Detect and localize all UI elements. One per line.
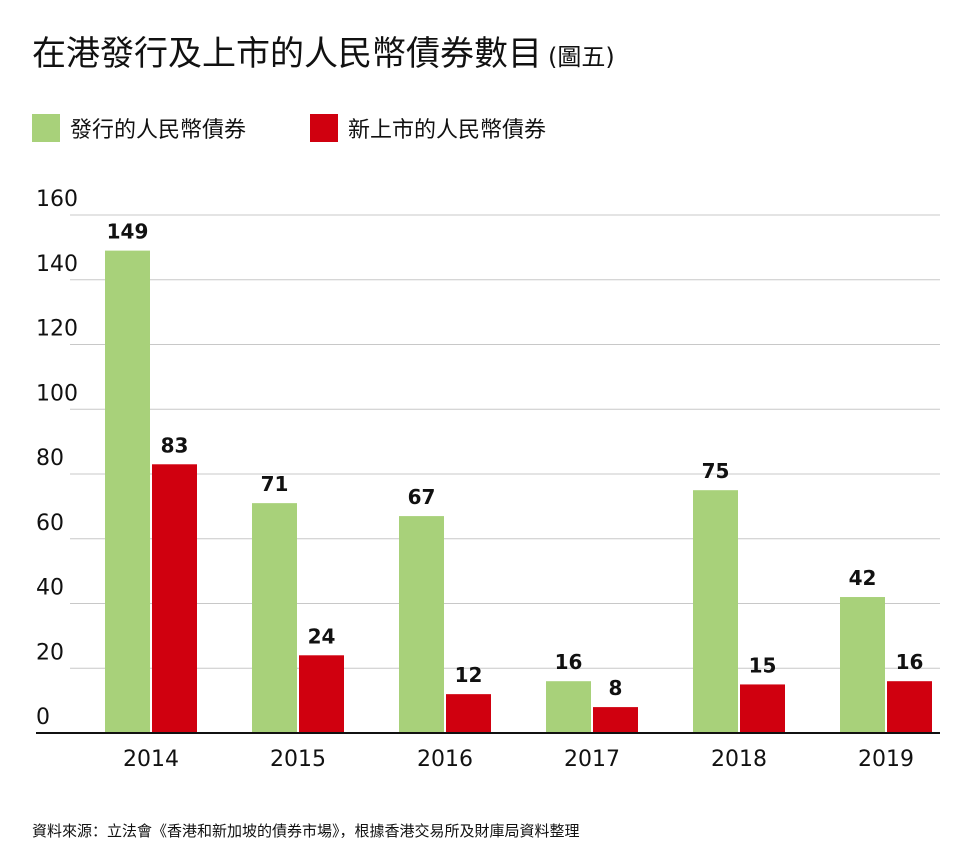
y-tick-label: 20	[36, 640, 64, 665]
data-label: 75	[702, 459, 730, 483]
bar-issued	[840, 597, 885, 733]
y-tick-label: 60	[36, 511, 64, 536]
y-tick-label: 140	[36, 252, 78, 277]
x-tick-label: 2014	[123, 747, 179, 772]
data-label: 42	[849, 566, 877, 590]
data-label: 67	[408, 485, 436, 509]
y-tick-label: 100	[36, 381, 78, 406]
bar-listed	[887, 681, 932, 733]
y-tick-label: 160	[36, 187, 78, 212]
legend-swatch-green	[32, 114, 60, 142]
data-label: 16	[555, 650, 583, 674]
legend-swatch-red	[310, 114, 338, 142]
source-note: 資料來源：立法會《香港和新加坡的債券市場》，根據香港交易所及財庫局資料整理	[32, 822, 580, 840]
title-subtitle: (圖五)	[548, 43, 615, 71]
bar-listed	[740, 684, 785, 733]
y-tick-label: 80	[36, 446, 64, 471]
bar-listed	[593, 707, 638, 733]
legend-item-listed: 新上市的人民幣債券	[310, 112, 546, 144]
bar-listed	[152, 464, 197, 733]
bar-listed	[299, 655, 344, 733]
data-label: 12	[455, 663, 483, 687]
x-tick-label: 2019	[858, 747, 914, 772]
y-tick-label: 120	[36, 317, 78, 342]
data-label: 8	[609, 676, 623, 700]
chart-title: 在港發行及上市的人民幣債券數目 (圖五)	[32, 26, 615, 75]
legend-label-issued: 發行的人民幣債券	[70, 118, 247, 143]
bar-chart: 0 20 40 60 80 100 120 140 160 149 83 2014 71 24 2015 67…	[36, 187, 940, 772]
legend-label-listed: 新上市的人民幣債券	[348, 118, 547, 143]
bar-issued	[252, 503, 297, 733]
data-label: 15	[749, 653, 777, 677]
data-label: 16	[896, 650, 924, 674]
y-tick-label: 0	[36, 705, 50, 730]
bar-issued	[693, 490, 738, 733]
x-tick-label: 2016	[417, 747, 473, 772]
x-tick-label: 2015	[270, 747, 326, 772]
data-label: 83	[161, 433, 189, 457]
data-label: 71	[261, 472, 289, 496]
x-tick-label: 2018	[711, 747, 767, 772]
title-text: 在港發行及上市的人民幣債券數目	[32, 34, 542, 74]
x-tick-label: 2017	[564, 747, 620, 772]
y-tick-label: 40	[36, 576, 64, 601]
bar-issued	[546, 681, 591, 733]
bar-issued	[399, 516, 444, 733]
bar-issued	[105, 250, 150, 734]
data-label: 24	[308, 624, 336, 648]
legend-item-issued: 發行的人民幣債券	[32, 112, 246, 144]
data-label: 149	[107, 220, 149, 244]
bar-listed	[446, 694, 491, 733]
